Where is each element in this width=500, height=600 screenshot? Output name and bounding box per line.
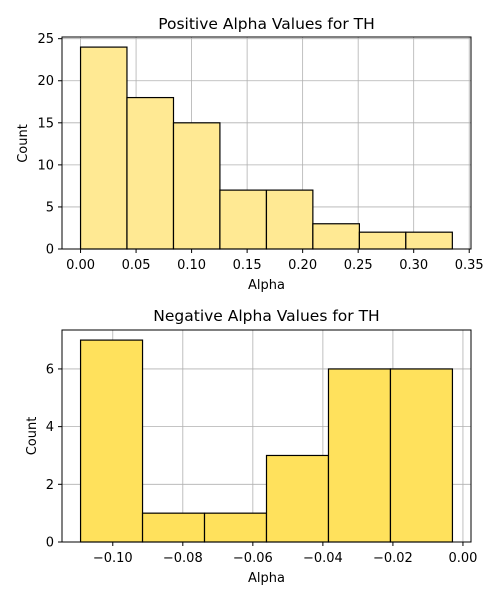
histogram-bar — [79, 46, 128, 250]
x-tick-label: 0.10 — [177, 258, 206, 273]
x-tick-label: 0.25 — [344, 258, 373, 273]
y-tick-label: 5 — [46, 200, 54, 215]
x-axis-label: Alpha — [248, 278, 285, 293]
y-axis-label: Count — [25, 417, 40, 456]
bars — [79, 46, 453, 250]
x-tick-label: 0.15 — [233, 258, 262, 273]
histogram-bar — [79, 339, 144, 543]
histogram-bar — [389, 368, 454, 543]
x-tick-label: 0.00 — [66, 258, 95, 273]
histogram-bar — [405, 231, 453, 250]
histogram-bar — [327, 368, 392, 543]
y-tick-label: 4 — [46, 420, 54, 435]
axes: 0.00 0.05 0.10 0.15 0.20 0.25 0.30 0.35 0 5 10 15 20… — [37, 32, 483, 273]
histogram-bar — [203, 512, 268, 543]
histogram-bar — [312, 223, 360, 250]
histogram-bar — [126, 96, 175, 250]
histogram-bar — [358, 231, 407, 250]
x-tick-label: −0.02 — [373, 551, 413, 566]
y-tick-label: 10 — [37, 158, 54, 173]
chart-title: Positive Alpha Values for TH — [158, 15, 375, 33]
y-tick-label: 0 — [46, 536, 54, 551]
x-tick-label: 0.00 — [448, 551, 477, 566]
x-tick-label: 0.20 — [288, 258, 317, 273]
histogram-bar — [219, 189, 268, 250]
y-tick-label: 15 — [37, 116, 54, 131]
x-tick-label: −0.10 — [93, 551, 133, 566]
axes: −0.10 −0.08 −0.06 −0.04 −0.02 0.00 0 2 4 6 — [46, 329, 477, 566]
y-tick-label: 20 — [37, 74, 54, 89]
bars — [79, 339, 454, 543]
histogram-bar — [141, 512, 206, 543]
chart-title: Negative Alpha Values for TH — [153, 307, 379, 325]
histogram-bar — [172, 122, 221, 250]
y-tick-label: 2 — [46, 478, 54, 493]
histogram-bar — [265, 454, 330, 543]
y-axis-label: Count — [16, 124, 31, 163]
positive-alpha-histogram: Positive Alpha Values for TH Alpha Count… — [16, 15, 484, 293]
x-tick-label: 0.35 — [455, 258, 484, 273]
x-tick-label: 0.05 — [122, 258, 151, 273]
x-tick-label: −0.08 — [163, 551, 203, 566]
y-tick-label: 25 — [37, 32, 54, 47]
histogram-bar — [265, 189, 314, 250]
x-tick-label: −0.04 — [303, 551, 343, 566]
x-tick-label: 0.30 — [399, 258, 428, 273]
plot-frame — [61, 36, 472, 250]
x-tick-label: −0.06 — [233, 551, 273, 566]
x-axis-label: Alpha — [248, 571, 285, 586]
plot-frame — [61, 329, 472, 543]
y-tick-label: 0 — [46, 243, 54, 258]
y-tick-label: 6 — [46, 362, 54, 377]
negative-alpha-histogram: Negative Alpha Values for TH Alpha Count… — [25, 307, 477, 586]
